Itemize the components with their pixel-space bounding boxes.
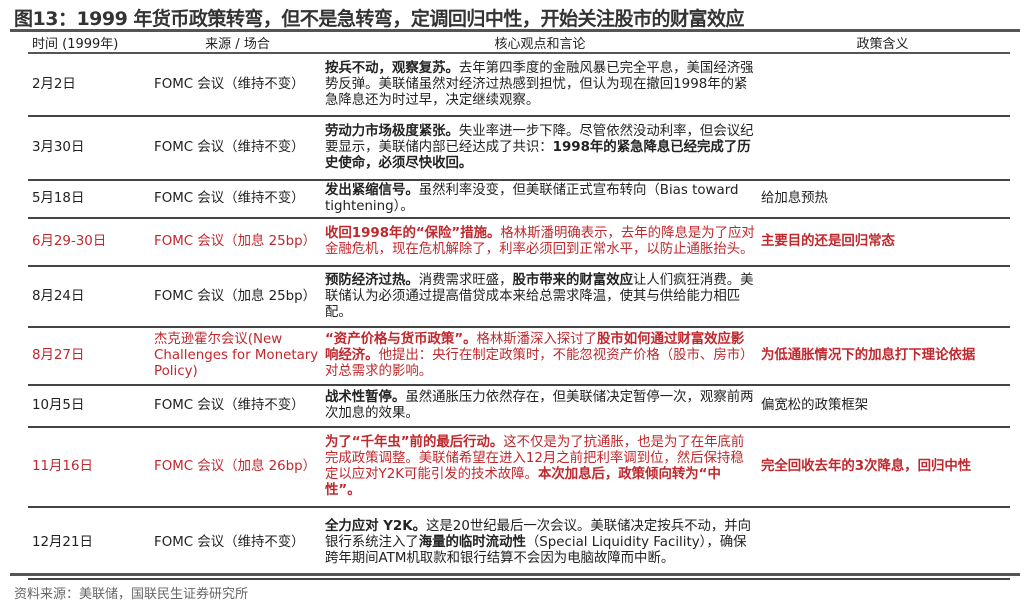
row-source: FOMC 会议（加息 25bp） [150,218,325,267]
row-date: 3月30日 [28,116,150,181]
header-views: 核心观点和言论 [325,33,755,54]
content-segment: 虽然利率没变，但美联储正式宣布转向（Bias toward tightening… [325,183,739,214]
table-row: 12月21日 FOMC 会议（维持不变） 全力应对 Y2K。这是20世纪最后一次会议… [28,507,1010,580]
figure-title: 图13：1999 年货币政策转弯，但不是急转弯，定调回归中性，开始关注股市的财富… [14,8,744,30]
row-date: 2月2日 [28,53,150,117]
row-source: FOMC 会议（加息 26bp） [150,427,325,508]
content-segment: 他提出：央行在制定政策时，不能忽视资产价格（股市、房市）对总需求的影响。 [325,348,754,379]
source-note: 资料来源：美联储，国联民生证券研究所 [14,587,249,602]
table-row: 2月2日 FOMC 会议（维持不变） 按兵不动，观察复苏。去年第四季度的金融风暴已完… [28,53,1010,117]
header-row: 时间 (1999年) 来源 / 场合 核心观点和言论 政策含义 [28,33,1010,54]
row-content: “资产价格与货币政策”。格林斯潘深入探讨了股市如何通过财富效应影响经济。他提出：… [325,327,755,386]
row-implication: 完全回收去年的3次降息，回归中性 [755,427,1010,508]
content-segment: （Special Liquidity Facility），确保跨年期间ATM机取… [325,535,747,566]
content-segment: 按兵不动，观察复苏。 [325,60,459,76]
row-content: 战术性暂停。虽然通胀压力依然存在，但美联储决定暂停一次，观察前两次加息的效果。 [325,385,755,428]
content-segment: 预防经济过热。 [325,272,419,288]
content-segment: 股市带来的财富效应 [512,272,633,288]
row-implication: 为低通胀情况下的加息打下理论依据 [755,327,1010,386]
content-segment: 收回1998年的“保险”措施。 [325,226,501,241]
row-content: 劳动力市场极度紧张。失业率进一步下降。尽管依然没动利率，但会议纪要显示，美联储内… [325,116,755,181]
table-row: 5月18日 FOMC 会议（维持不变） 发出紧缩信号。虽然利率没变，但美联储正式宣布… [28,180,1010,219]
row-source: FOMC 会议（维持不变） [150,116,325,181]
top-rule [10,29,1020,32]
row-date: 6月29-30日 [28,218,150,267]
content-segment: 劳动力市场极度紧张。 [325,124,459,139]
row-implication: 给加息预热 [755,180,1010,219]
content-segment: 发出紧缩信号。 [325,183,419,198]
row-content: 按兵不动，观察复苏。去年第四季度的金融风暴已完全平息，美国经济强势反弹。美联储虽… [325,53,755,117]
header-time: 时间 (1999年) [28,33,150,54]
table-row: 8月27日 杰克逊霍尔会议(New Challenges for Monetary… [28,327,1010,386]
row-source: FOMC 会议（维持不变） [150,507,325,580]
row-date: 5月18日 [28,180,150,219]
content-segment: 1998年的紧急降息已经完成了历史使命，必须尽快收回。 [325,140,751,171]
row-implication [755,266,1010,328]
row-implication: 主要目的还是回归常态 [755,218,1010,267]
header-source: 来源 / 场合 [150,33,325,54]
content-segment: 虽然通胀压力依然存在，但美联储决定暂停一次，观察前两次加息的效果。 [325,390,754,421]
row-implication [755,53,1010,117]
bottom-rule [10,573,1020,576]
row-content: 为了“千年虫”前的最后行动。这不仅是为了抗通胀，也是为了在年底前完成政策调整。美… [325,427,755,508]
row-date: 12月21日 [28,507,150,580]
row-source: FOMC 会议（加息 25bp） [150,266,325,328]
table-row: 11月16日 FOMC 会议（加息 26bp） 为了“千年虫”前的最后行动。这不仅是… [28,427,1010,508]
row-source: 杰克逊霍尔会议(New Challenges for Monetary Poli… [150,327,325,386]
table-row: 10月5日 FOMC 会议（维持不变） 战术性暂停。虽然通胀压力依然存在，但美联储决… [28,385,1010,428]
row-source: FOMC 会议（维持不变） [150,180,325,219]
header-implication: 政策含义 [755,33,1010,54]
row-source: FOMC 会议（维持不变） [150,385,325,428]
row-implication: 偏宽松的政策框架 [755,385,1010,428]
content-segment: 为了“千年虫”前的最后行动。 [325,435,504,450]
row-implication [755,116,1010,181]
content-segment: 去年第四季度的金融风暴已完全平息，美国经济强势反弹。美联储虽然对经济过热感到担忧… [325,60,754,108]
table-row: 8月24日 FOMC 会议（加息 25bp） 预防经济过热。消费需求旺盛，股市带来的… [28,266,1010,328]
content-segment: 股市如何通过财富效应影响经济。 [325,332,745,363]
row-content: 全力应对 Y2K。这是20世纪最后一次会议。美联储决定按兵不动，并向银行系统注入… [325,507,755,580]
content-segment: 海量的临时流动性 [418,535,526,550]
row-date: 8月27日 [28,327,150,386]
row-date: 8月24日 [28,266,150,328]
policy-table: 时间 (1999年) 来源 / 场合 核心观点和言论 政策含义 2月2日 FOMC… [28,33,1010,580]
content-segment: 让人们疯狂消费。美联储认为必须通过提高借贷成本来给总需求降温，使其与供给能力相匹… [325,272,754,320]
row-content: 发出紧缩信号。虽然利率没变，但美联储正式宣布转向（Bias toward tig… [325,180,755,219]
content-segment: 失业率进一步下降。尽管依然没动利率，但会议纪要显示，美联储内部已经达成了共识： [325,124,754,155]
content-segment: 本次加息后，政策倾向转为“中性”。 [325,467,721,498]
row-date: 11月16日 [28,427,150,508]
table-row: 6月29-30日 FOMC 会议（加息 25bp） 收回1998年的“保险”措施。格… [28,218,1010,267]
content-segment: 这不仅是为了抗通胀，也是为了在年底前完成政策调整。美联储希望在进入12月之前把利… [325,435,745,482]
row-content: 预防经济过热。消费需求旺盛，股市带来的财富效应让人们疯狂消费。美联储认为必须通过… [325,266,755,328]
row-implication [755,507,1010,580]
content-segment: 这是20世纪最后一次会议。美联储决定按兵不动，并向银行系统注入了 [325,519,752,550]
content-segment: 消费需求旺盛， [418,272,513,288]
content-segment: “资产价格与货币政策”。 [325,332,477,347]
content-segment: 格林斯潘明确表示，去年的降息是为了应对金融危机，现在危机解除了，利率必须回到正常… [325,226,755,257]
content-segment: 格林斯潘深入探讨了 [476,332,598,347]
row-date: 10月5日 [28,385,150,428]
content-segment: 战术性暂停。 [325,390,406,405]
content-segment: 全力应对 Y2K。 [325,519,427,534]
row-content: 收回1998年的“保险”措施。格林斯潘明确表示，去年的降息是为了应对金融危机，现… [325,218,755,267]
row-source: FOMC 会议（维持不变） [150,53,325,117]
table-row: 3月30日 FOMC 会议（维持不变） 劳动力市场极度紧张。失业率进一步下降。尽管依… [28,116,1010,181]
